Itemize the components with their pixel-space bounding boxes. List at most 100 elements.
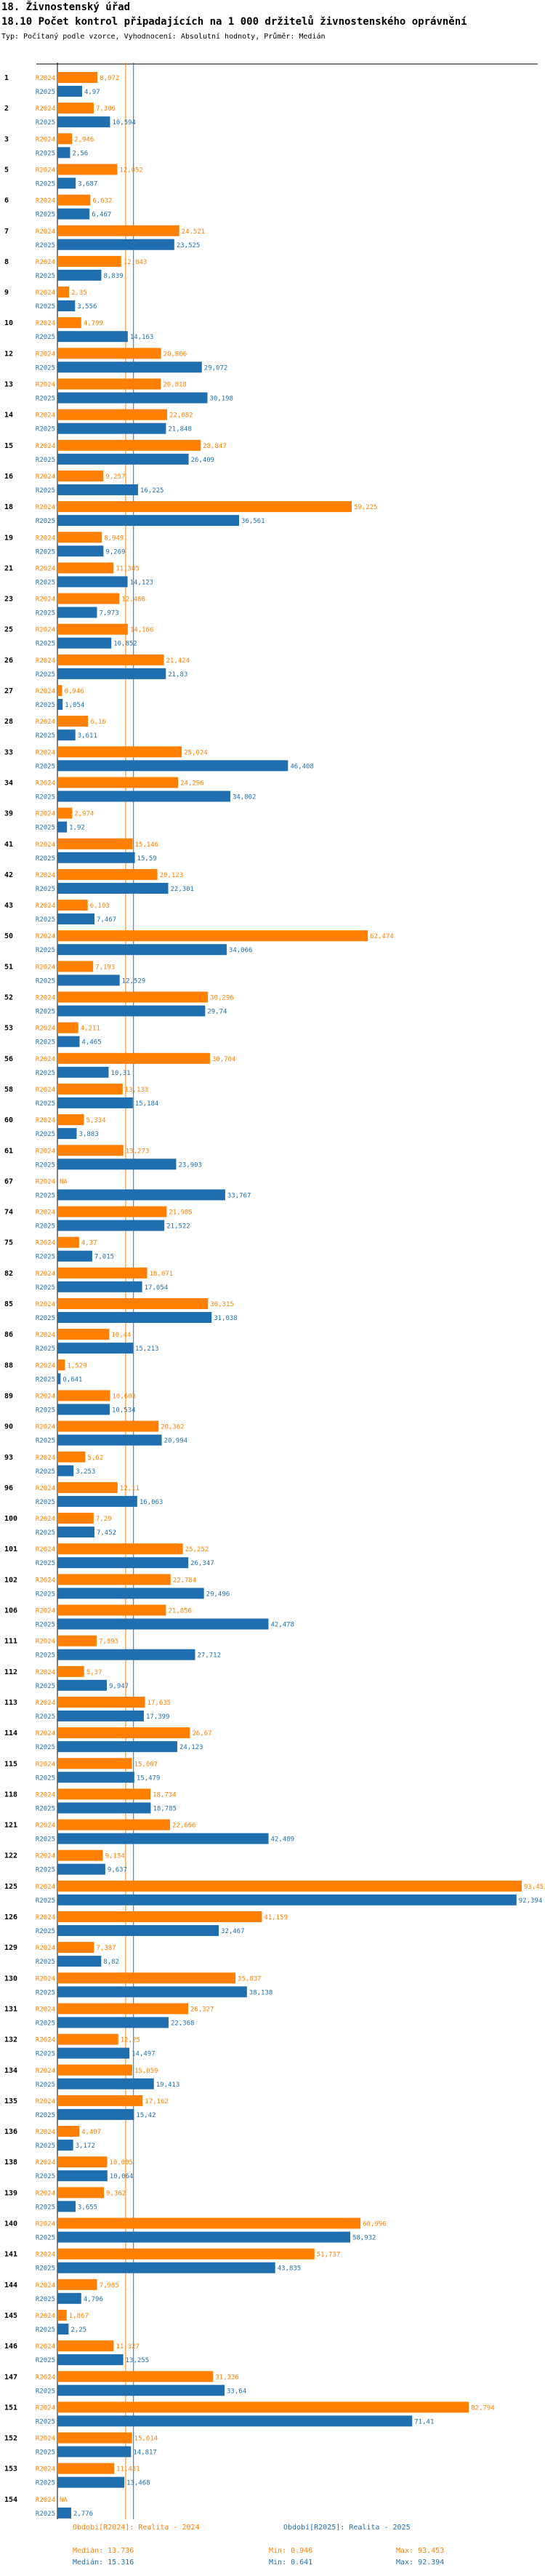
value-label-r2024: 12,843 xyxy=(124,259,148,266)
series-label-r2024: R2024 xyxy=(36,2037,55,2044)
value-label-r2025: 42,489 xyxy=(271,1836,295,1844)
category-label: 121 xyxy=(4,1822,17,1830)
bar-r2024 xyxy=(57,1513,94,1524)
category-label: 82 xyxy=(4,1270,13,1278)
category-label: 96 xyxy=(4,1484,13,1492)
category-label: 75 xyxy=(4,1239,13,1247)
series-label-r2025: R2025 xyxy=(36,855,55,863)
value-label-r2025: 33,64 xyxy=(227,2388,246,2395)
value-label-r2025: 2,25 xyxy=(70,2327,86,2334)
bar-r2025 xyxy=(57,2354,124,2366)
category-label: 139 xyxy=(4,2189,17,2197)
bar-r2024 xyxy=(57,439,201,451)
bar-r2024 xyxy=(57,1543,183,1555)
bar-r2024 xyxy=(57,2401,469,2413)
series-label-r2024: R2024 xyxy=(36,1301,55,1308)
bar-r2025 xyxy=(57,2262,275,2273)
legend-series-2025: Období[R2025]: Realita - 2025 xyxy=(283,2524,411,2532)
value-label-r2025: 3,655 xyxy=(78,2204,97,2211)
value-label-r2024: 30,315 xyxy=(210,1301,234,1308)
category-label: 14 xyxy=(4,412,13,420)
series-label-r2024: R2024 xyxy=(36,2252,55,2259)
bar-r2024 xyxy=(57,2217,361,2229)
value-label-r2025: 19,413 xyxy=(156,2081,180,2089)
value-label-r2025: 10,064 xyxy=(110,2173,134,2180)
bar-r2024 xyxy=(57,317,81,329)
series-label-r2025: R2025 xyxy=(36,457,55,464)
bar-r2024 xyxy=(57,1481,118,1493)
bar-r2025 xyxy=(57,1833,269,1844)
value-label-r2025: 10,594 xyxy=(112,119,136,127)
value-label-r2024: 7,893 xyxy=(99,1639,118,1646)
series-label-r2024: R2024 xyxy=(36,2068,55,2075)
value-label-r2024: 28,847 xyxy=(203,443,227,450)
bar-r2025 xyxy=(57,1066,109,1078)
value-label-r2025: 92,394 xyxy=(519,1897,543,1905)
value-label-r2024: 15,014 xyxy=(134,2436,158,2443)
series-label-r2025: R2025 xyxy=(36,1928,55,1935)
category-label: 136 xyxy=(4,2128,17,2136)
series-label-r2025: R2025 xyxy=(36,1744,55,1751)
series-label-r2024: R2024 xyxy=(36,2282,55,2289)
series-label-r2025: R2025 xyxy=(36,548,55,556)
category-label: 145 xyxy=(4,2312,17,2320)
value-label-r2024: 20,866 xyxy=(164,351,187,358)
bar-r2024 xyxy=(57,133,73,145)
series-label-r2025: R2025 xyxy=(36,1100,55,1108)
bar-r2024 xyxy=(57,961,94,972)
value-label-r2025: 14,123 xyxy=(130,579,154,586)
value-label-r2024: 17,635 xyxy=(148,1700,171,1707)
series-label-r2025: R2025 xyxy=(36,2143,55,2150)
series-label-r2025: R2025 xyxy=(36,212,55,219)
category-label: 25 xyxy=(4,626,13,634)
bar-r2024 xyxy=(57,1390,110,1401)
series-label-r2024: R2024 xyxy=(36,1761,55,1768)
series-label-r2024: R2024 xyxy=(36,841,55,849)
bar-r2025 xyxy=(57,545,104,557)
category-label: 88 xyxy=(4,1361,13,1369)
value-label-r2024: 24,521 xyxy=(182,228,206,236)
bar-r2025 xyxy=(57,2323,69,2335)
series-label-r2025: R2025 xyxy=(36,1161,55,1169)
value-label-r2025: 7,015 xyxy=(94,1254,114,1261)
series-label-r2024: R2024 xyxy=(36,872,55,879)
value-label-r2024: 26,67 xyxy=(192,1730,211,1737)
series-label-r2024: R2024 xyxy=(36,228,55,236)
value-label-r2024: 4,407 xyxy=(81,2129,101,2136)
series-label-r2024: R2024 xyxy=(36,933,55,940)
series-label-r2025: R2025 xyxy=(36,1345,55,1353)
category-label: 50 xyxy=(4,932,13,940)
series-label-r2025: R2025 xyxy=(36,947,55,954)
series-label-r2024: R2024 xyxy=(36,2466,55,2473)
series-label-r2024: R2024 xyxy=(36,688,55,695)
category-label: 28 xyxy=(4,718,13,726)
chart-subtitle: Typ: Počítaný podle vzorce, Vyhodnocení:… xyxy=(1,33,326,41)
series-label-r2025: R2025 xyxy=(36,1070,55,1077)
category-label: 100 xyxy=(4,1515,17,1523)
bar-r2025 xyxy=(57,1220,165,1231)
bar-r2024 xyxy=(57,2279,97,2290)
series-label-r2025: R2025 xyxy=(36,89,55,96)
series-label-r2024: R2024 xyxy=(36,1332,55,1339)
bar-r2025 xyxy=(57,1343,134,1354)
category-label: 74 xyxy=(4,1209,13,1217)
bar-r2024 xyxy=(57,716,89,727)
value-label-r2024: 4,37 xyxy=(81,1240,97,1247)
category-label: 61 xyxy=(4,1147,13,1155)
bar-r2024 xyxy=(57,1942,94,1953)
series-label-r2024: R2024 xyxy=(36,1914,55,1921)
category-label: 16 xyxy=(4,473,13,481)
category-label: 67 xyxy=(4,1177,13,1185)
bar-r2024 xyxy=(57,623,128,635)
value-label-r2025: 43,835 xyxy=(278,2265,302,2273)
bar-r2024 xyxy=(57,1114,84,1126)
category-label: 23 xyxy=(4,596,13,604)
series-label-r2025: R2025 xyxy=(36,1591,55,1598)
value-label-r2024: 13,273 xyxy=(126,1148,150,1155)
series-label-r2025: R2025 xyxy=(36,2480,55,2487)
value-label-r2025: 21,848 xyxy=(168,426,192,433)
value-label-r2024: 12,052 xyxy=(119,167,143,174)
value-label-r2024: 1,529 xyxy=(67,1362,86,1369)
series-label-r2024: R2024 xyxy=(36,1240,55,1247)
bar-r2025 xyxy=(57,1956,102,1967)
